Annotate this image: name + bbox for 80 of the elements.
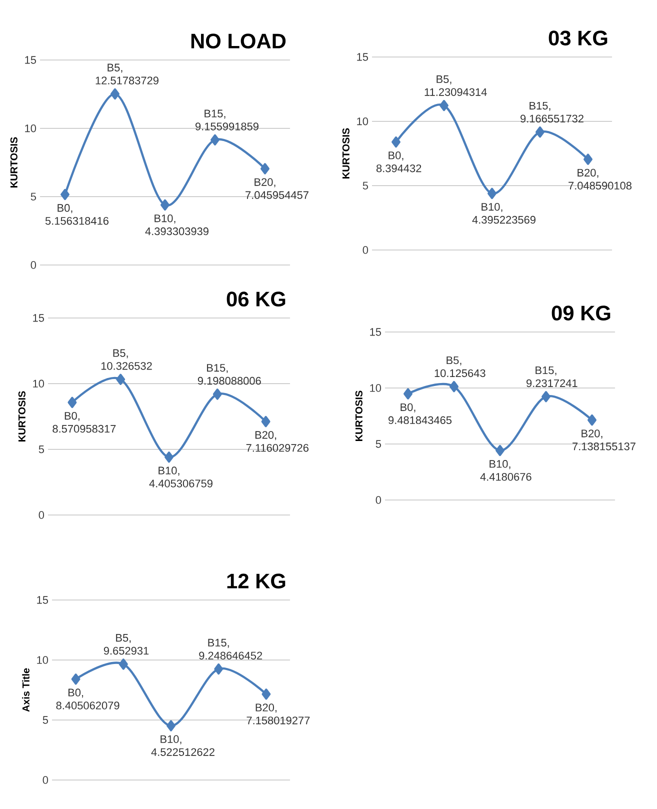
y-tick-label: 15 — [370, 328, 382, 336]
chart-title: NO LOAD — [191, 34, 286, 48]
point — [488, 188, 496, 200]
data-label: B15, 9.2317241 — [526, 366, 578, 388]
point — [212, 388, 222, 400]
data-label: B20, 7.045954457 — [246, 178, 308, 199]
data-label: B5, 11.23094314 — [424, 75, 487, 96]
data-label: B20, 7.138155137 — [572, 430, 636, 450]
y-tick-label: 10 — [33, 380, 44, 388]
point — [496, 444, 504, 456]
y-tick-label: 5 — [38, 446, 44, 454]
y-tick-label: 0 — [376, 496, 382, 504]
data-label: B0, 8.570958317 — [52, 412, 116, 433]
point — [160, 199, 170, 211]
y-tick-label: 15 — [357, 53, 368, 61]
y-tick-label: 15 — [37, 596, 48, 604]
point — [536, 126, 544, 138]
y-axis-title: KURTOSIS — [355, 390, 362, 441]
point — [118, 658, 128, 670]
data-label: B15, 9.248646452 — [199, 638, 262, 660]
y-axis-title: Axis Title — [22, 668, 30, 712]
point — [261, 416, 270, 428]
point — [260, 163, 270, 174]
data-label: B20, 7.116029726 — [246, 431, 308, 452]
point — [110, 88, 120, 100]
y-tick-label: 5 — [30, 192, 36, 200]
data-label: B15, 9.198088006 — [198, 364, 261, 385]
point — [166, 720, 176, 732]
point — [214, 663, 224, 675]
y-axis-title: KURTOSIS — [342, 128, 350, 178]
point — [542, 391, 550, 402]
chart-title: 03 KG — [548, 30, 608, 46]
data-label: B0, 9.481843465 — [388, 403, 452, 424]
data-label: B10, 4.395223569 — [472, 202, 536, 224]
chart-title: 12 KG — [227, 574, 286, 588]
point — [262, 688, 271, 700]
data-label: B20, 7.048590108 — [568, 168, 632, 190]
data-label: B0, 5.156318416 — [45, 204, 108, 225]
y-axis-title: KURTOSIS — [10, 137, 18, 188]
data-label: B5, 9.652931 — [104, 634, 149, 655]
y-tick-label: 0 — [30, 261, 36, 269]
y-tick-label: 5 — [362, 182, 368, 190]
point — [164, 452, 174, 463]
data-label: B10, 4.4180676 — [480, 460, 532, 481]
y-tick-label: 0 — [38, 511, 44, 519]
y-tick-label: 0 — [362, 246, 368, 254]
point — [71, 674, 80, 685]
point — [440, 100, 448, 112]
point — [60, 188, 70, 200]
chart-title: 09 KG — [552, 306, 610, 320]
point — [584, 154, 592, 165]
point — [404, 388, 412, 400]
y-tick-label: 10 — [357, 117, 368, 126]
chart-title: 06 KG — [226, 292, 286, 306]
y-tick-label: 10 — [25, 124, 36, 132]
data-label: B10, 4.393303939 — [145, 214, 208, 236]
point — [116, 374, 126, 385]
y-tick-label: 15 — [33, 314, 44, 322]
data-label: B10, 4.522512622 — [151, 735, 214, 756]
y-tick-label: 0 — [42, 776, 48, 784]
data-label: B5, 12.51783729 — [96, 64, 158, 84]
data-label: B10, 4.405306759 — [149, 466, 212, 488]
point — [210, 134, 220, 146]
y-tick-label: 5 — [376, 440, 382, 448]
data-label: B0, 8.394432 — [376, 152, 422, 172]
data-label: B5, 10.326532 — [101, 349, 152, 370]
y-tick-label: 15 — [25, 56, 36, 64]
point — [588, 414, 596, 426]
data-label: B5, 10.125643 — [434, 356, 486, 378]
point — [68, 396, 77, 408]
data-label: B15, 9.166551732 — [520, 102, 584, 123]
y-axis-title: KURTOSIS — [18, 391, 26, 442]
data-label: B0, 8.405062079 — [56, 688, 120, 710]
y-tick-label: 5 — [42, 716, 48, 724]
data-label: B15, 9.155991859 — [196, 110, 258, 130]
data-label: B20, 7.158019277 — [246, 704, 310, 724]
point — [450, 380, 458, 392]
point — [392, 136, 400, 148]
y-tick-label: 10 — [370, 384, 382, 392]
y-tick-label: 10 — [37, 656, 48, 664]
